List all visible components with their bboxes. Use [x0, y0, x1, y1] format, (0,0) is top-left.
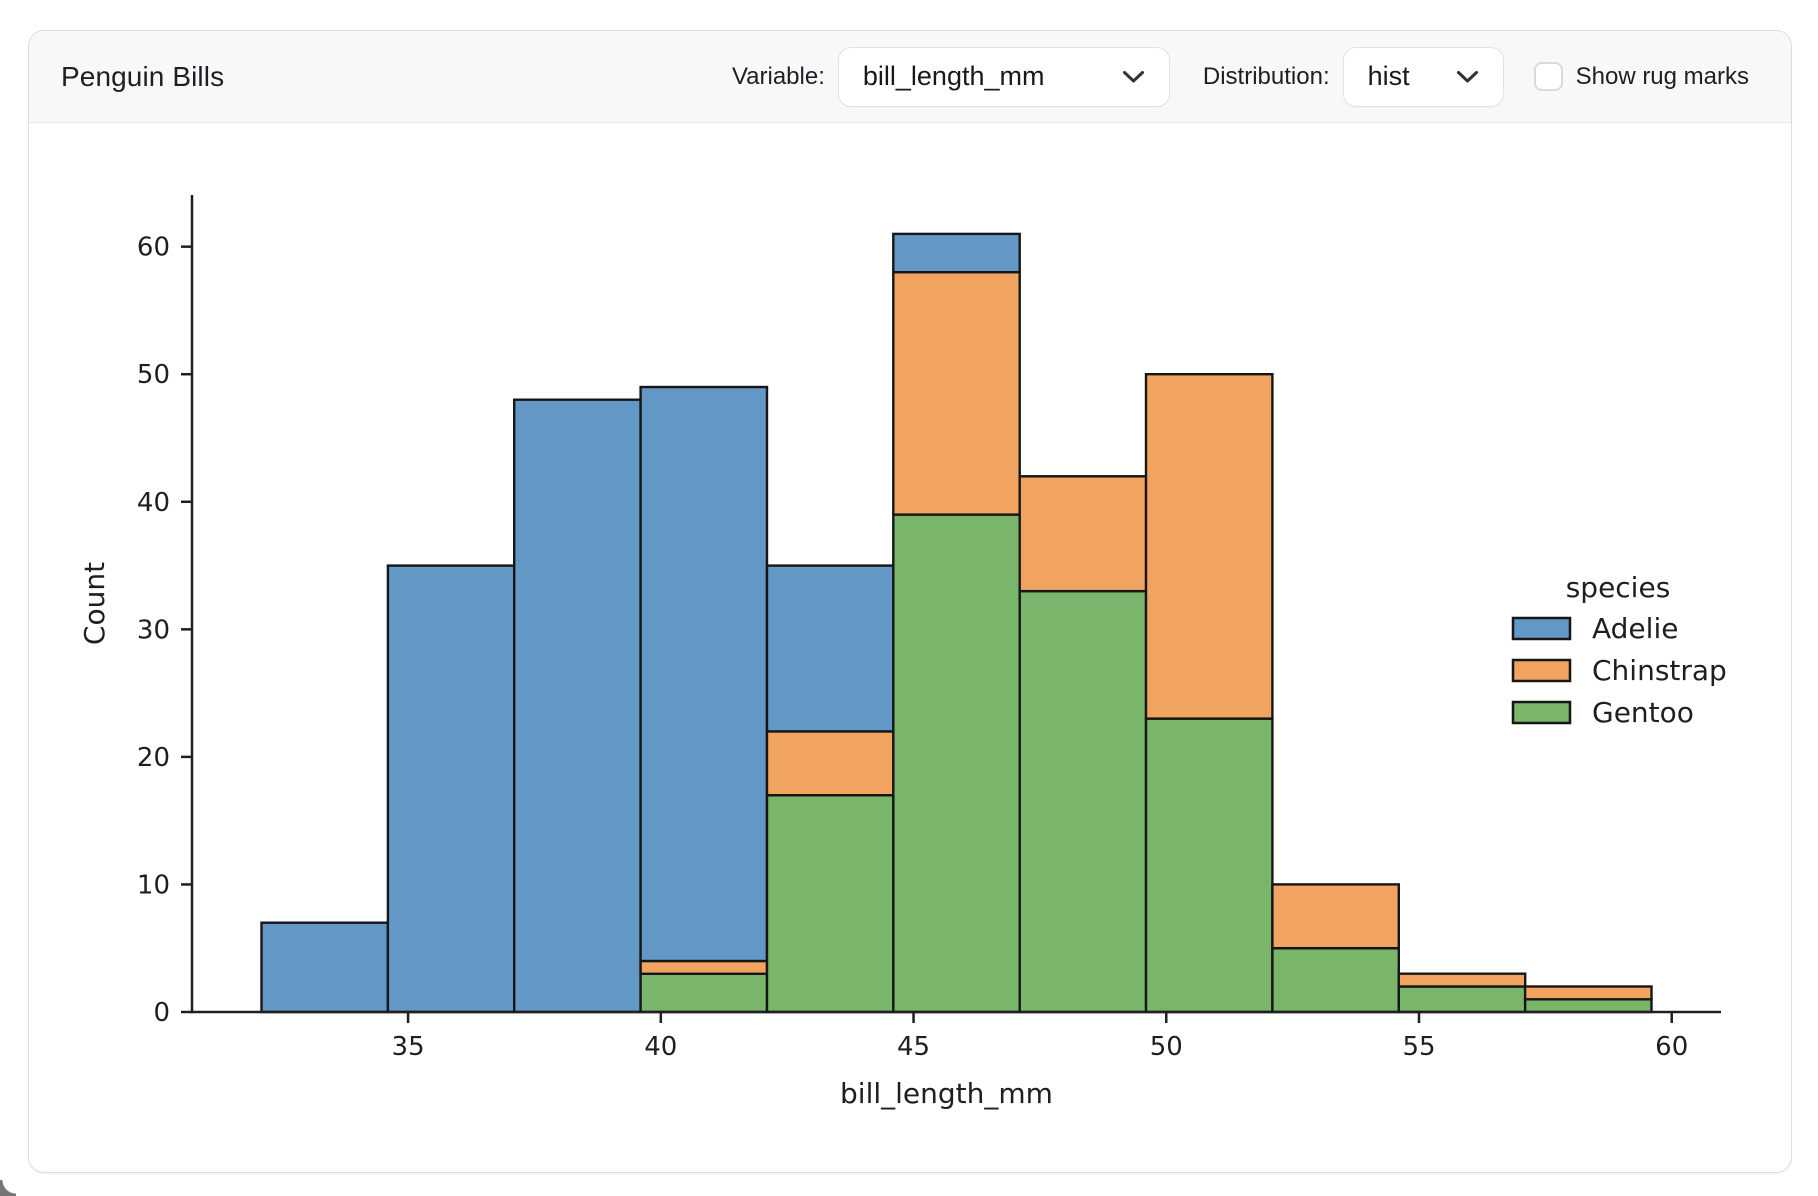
card-header: Penguin Bills Variable: bill_length_mm D… — [29, 31, 1791, 123]
distribution-select[interactable]: hist — [1342, 46, 1504, 107]
header-controls: Variable: bill_length_mm Distribution: h… — [731, 46, 1749, 107]
rug-label[interactable]: Show rug marks — [1575, 62, 1749, 90]
chevron-down-icon — [1456, 70, 1478, 82]
variable-select-value: bill_length_mm — [862, 61, 1045, 91]
variable-label: Variable: — [731, 62, 825, 90]
variable-select[interactable]: bill_length_mm — [837, 46, 1170, 107]
penguin-card: Penguin Bills Variable: bill_length_mm D… — [28, 30, 1792, 1173]
distribution-label: Distribution: — [1202, 62, 1330, 90]
window-corner — [0, 1180, 16, 1196]
distribution-select-value: hist — [1367, 61, 1410, 91]
rug-checkbox[interactable] — [1533, 62, 1563, 91]
page-title: Penguin Bills — [61, 60, 225, 92]
chevron-down-icon — [1122, 70, 1144, 82]
